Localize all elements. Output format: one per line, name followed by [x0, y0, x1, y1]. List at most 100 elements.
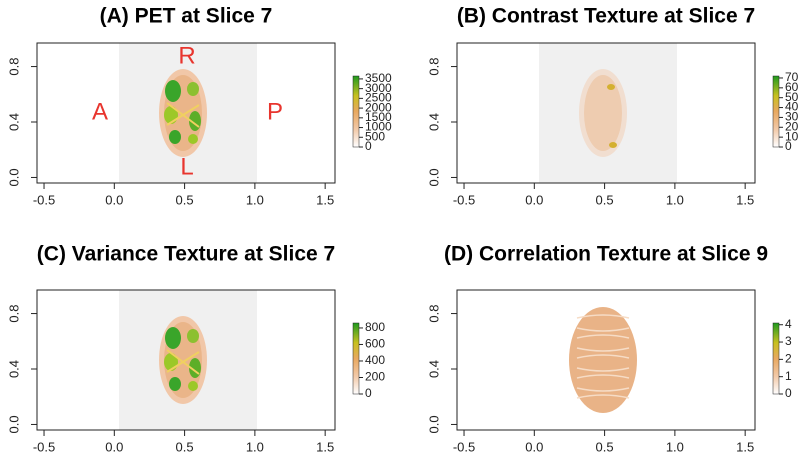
y-tick-label: 0.8 [6, 305, 21, 323]
colorbar-label: 500 [365, 129, 385, 143]
x-tick-label: 1.0 [246, 192, 264, 207]
texture-detail [576, 367, 630, 372]
y-tick-label: 0.0 [6, 168, 21, 186]
colorbar-label: 2 [785, 352, 792, 366]
y-tick-label: 0.8 [6, 58, 21, 76]
colorbar [772, 75, 780, 148]
plot-frame [36, 289, 336, 431]
y-tick-label: 0.0 [426, 415, 441, 433]
texture-detail [166, 349, 200, 375]
y-tick-label: 0.0 [426, 168, 441, 186]
colorbar-label: 0 [365, 139, 372, 153]
colorbar-label: 60 [785, 80, 799, 94]
texture-detail [576, 387, 630, 392]
texture-hotspot [609, 142, 617, 148]
panel-title: (D) Correlation Texture at Slice 9 [444, 243, 768, 266]
texture-detail [576, 334, 630, 339]
panel-title: (C) Variance Texture at Slice 7 [37, 243, 335, 266]
texture-blob [579, 69, 627, 157]
y-tick-label: 0.4 [6, 113, 21, 131]
colorbar-label: 2500 [365, 91, 392, 105]
colorbar [352, 322, 360, 395]
texture-detail [166, 102, 200, 128]
colorbar-label: 50 [785, 90, 799, 104]
texture-hotspot [165, 327, 181, 349]
colorbar-label: 10 [785, 129, 799, 143]
x-tick-label: 1.5 [736, 439, 754, 453]
annotation: L [180, 153, 193, 180]
x-tick-label: 0.0 [105, 439, 123, 453]
colorbar-label: 600 [365, 337, 385, 351]
x-tick-label: 0.5 [596, 439, 614, 453]
panel-title: (A) PET at Slice 7 [100, 5, 273, 28]
plot-frame [36, 42, 336, 184]
x-tick-label: 1.0 [666, 439, 684, 453]
plot-frame [456, 289, 756, 431]
colorbar-label: 1000 [365, 120, 392, 134]
colorbar-label: 40 [785, 100, 799, 114]
plot-frame [456, 42, 756, 184]
texture-detail [576, 327, 630, 332]
colorbar [352, 75, 360, 148]
colorbar-label: 0 [785, 139, 792, 153]
texture-blob [569, 307, 637, 413]
texture-hotspot [169, 377, 181, 391]
x-tick-label: 1.0 [666, 192, 684, 207]
annotation: A [92, 98, 108, 125]
texture-detail [576, 314, 630, 319]
x-tick-label: 0.0 [525, 192, 543, 207]
x-tick-label: 1.5 [316, 439, 334, 453]
x-tick-label: 1.5 [316, 192, 334, 207]
image-background [539, 43, 677, 183]
texture-detail [576, 394, 630, 399]
texture-hotspot [188, 134, 198, 144]
x-tick-label: -0.5 [453, 439, 475, 453]
y-tick-label: 0.8 [426, 305, 441, 323]
y-tick-label: 0.4 [426, 113, 441, 131]
x-tick-label: -0.5 [453, 192, 475, 207]
colorbar-label: 0 [365, 386, 372, 400]
panel-title: (B) Contrast Texture at Slice 7 [457, 5, 755, 28]
annotation: R [178, 42, 195, 69]
colorbar-label: 4 [785, 317, 792, 331]
texture-detail [576, 354, 630, 359]
y-tick-label: 0.8 [426, 58, 441, 76]
texture-detail [576, 347, 630, 352]
y-tick-label: 0.0 [6, 415, 21, 433]
colorbar-label: 3000 [365, 81, 392, 95]
colorbar-label: 800 [365, 320, 385, 334]
x-tick-label: 0.5 [176, 192, 194, 207]
y-tick-label: 0.4 [6, 360, 21, 378]
x-tick-label: 0.5 [176, 439, 194, 453]
texture-hotspot [169, 130, 181, 144]
y-tick-label: 0.4 [426, 360, 441, 378]
texture-inner [584, 75, 622, 151]
x-tick-label: -0.5 [33, 192, 55, 207]
x-tick-label: 0.0 [105, 192, 123, 207]
colorbar [772, 322, 780, 395]
colorbar-label: 30 [785, 110, 799, 124]
colorbar-label: 70 [785, 70, 799, 84]
colorbar-label: 0 [785, 386, 792, 400]
texture-hotspot [607, 84, 615, 90]
colorbar-label: 400 [365, 353, 385, 367]
colorbar-label: 20 [785, 119, 799, 133]
x-tick-label: 0.5 [596, 192, 614, 207]
colorbar-label: 3500 [365, 71, 392, 85]
annotation: P [267, 98, 283, 125]
texture-hotspot [187, 82, 199, 96]
texture-hotspot [188, 381, 198, 391]
x-tick-label: -0.5 [33, 439, 55, 453]
x-tick-label: 1.5 [736, 192, 754, 207]
colorbar-label: 1500 [365, 110, 392, 124]
texture-hotspot [187, 329, 199, 343]
colorbar-label: 1 [785, 369, 792, 383]
x-tick-label: 0.0 [525, 439, 543, 453]
colorbar-label: 3 [785, 334, 792, 348]
x-tick-label: 1.0 [246, 439, 264, 453]
colorbar-label: 200 [365, 370, 385, 384]
texture-hotspot [165, 80, 181, 102]
colorbar-label: 2000 [365, 100, 392, 114]
texture-detail [576, 374, 630, 379]
